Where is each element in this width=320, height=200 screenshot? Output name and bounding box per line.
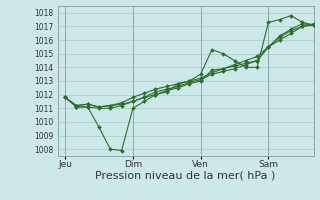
X-axis label: Pression niveau de la mer( hPa ): Pression niveau de la mer( hPa ) bbox=[95, 171, 276, 181]
